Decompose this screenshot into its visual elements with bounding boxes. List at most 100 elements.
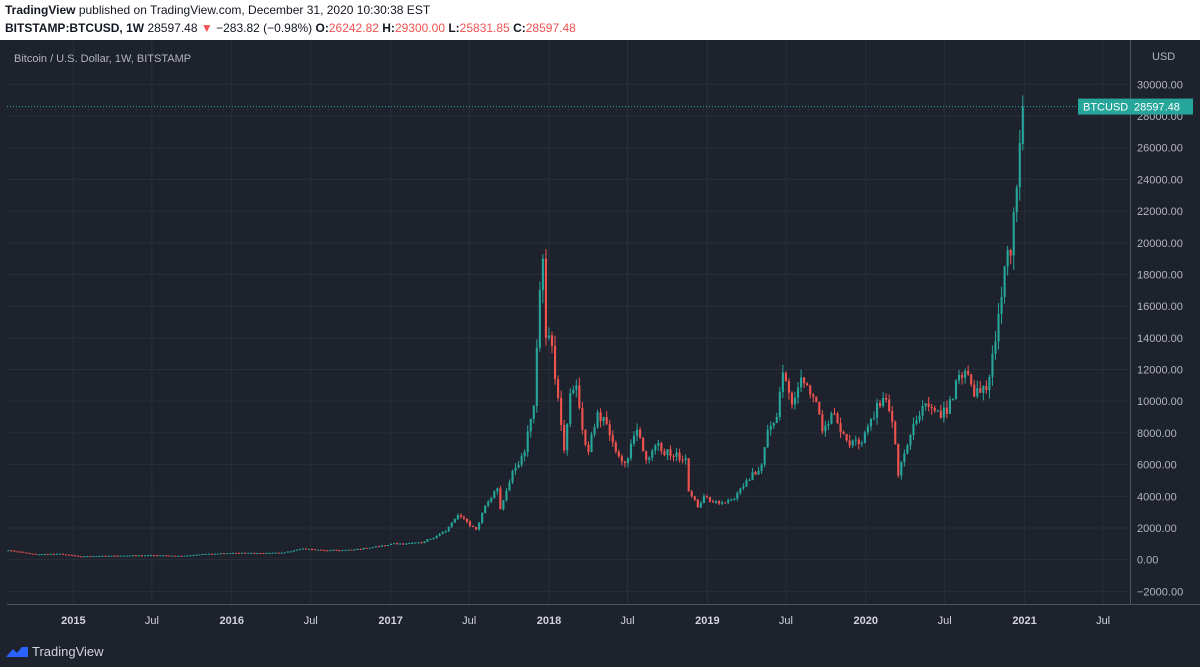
candle-body (435, 536, 438, 539)
publish-info: published on TradingView.com, December 3… (78, 3, 431, 17)
candle-body (444, 531, 447, 533)
price-change: −283.82 (−0.98%) (216, 21, 313, 35)
candle-body (863, 432, 866, 443)
candle-body (146, 555, 150, 557)
candle-body (645, 451, 648, 460)
candle-body (487, 501, 490, 506)
candle-body (174, 555, 177, 557)
candle-body (927, 403, 930, 408)
candle-body (967, 371, 970, 375)
candle-body (669, 449, 672, 457)
candle-body (833, 413, 836, 415)
candle-body (344, 549, 347, 551)
candle-body (575, 385, 578, 390)
candle-body (447, 526, 450, 532)
candle-body (353, 549, 356, 551)
candle-body (307, 548, 311, 550)
price-chart[interactable]: 30000.0028000.0026000.0024000.0022000.00… (0, 40, 1200, 638)
candle-body (37, 554, 40, 556)
candle-body (778, 391, 781, 418)
publisher-brand[interactable]: TradingView (5, 3, 76, 17)
candle-body (490, 498, 493, 502)
candle-body (848, 440, 851, 446)
candle-body (83, 556, 86, 558)
candle-body (286, 551, 289, 553)
price-axis[interactable]: 30000.0028000.0026000.0024000.0022000.00… (1137, 79, 1183, 598)
candle-body (450, 522, 453, 527)
candle-body (195, 554, 198, 556)
candle-body (921, 405, 924, 416)
candle-body (748, 479, 751, 481)
y-tick-label: 16000.00 (1137, 301, 1183, 313)
chart-frame (0, 40, 1200, 638)
footer-logo[interactable]: TradingView (6, 644, 104, 659)
candle-body (602, 417, 605, 422)
candle-body (991, 353, 994, 377)
candle-body (462, 517, 465, 519)
candle-body (727, 500, 730, 503)
candle-body (280, 552, 283, 554)
candle-body (159, 555, 162, 557)
candle-body (61, 553, 65, 555)
price-label-badge: BTCUSD 28597.48 (1078, 98, 1193, 115)
candle-body (976, 388, 979, 397)
candle-body (839, 423, 842, 433)
candle-body (803, 377, 806, 384)
candle-body (699, 503, 702, 508)
candle-body (514, 467, 517, 471)
candle-body (113, 555, 116, 557)
candle-body (192, 554, 195, 556)
candle-body (335, 549, 338, 551)
price-label-name: BTCUSD (1083, 102, 1128, 114)
candle-body (411, 542, 414, 544)
price-label-value: 28597.48 (1134, 102, 1180, 114)
candle-body (660, 443, 663, 452)
candle-body (116, 555, 119, 557)
candle-body (675, 452, 678, 457)
candle-body (104, 555, 107, 557)
candle-body (122, 555, 125, 557)
candle-body (918, 415, 921, 421)
tradingview-logo-icon (6, 646, 28, 657)
candle-body (751, 472, 754, 480)
candle-body (915, 420, 918, 424)
candles (7, 95, 1024, 558)
candle-body (909, 434, 912, 446)
candle-body (733, 498, 736, 500)
y-tick-label: 10000.00 (1137, 396, 1183, 408)
candle-body (809, 385, 812, 395)
candle-body (702, 496, 705, 504)
candle-body (687, 458, 690, 492)
candle-body (523, 451, 526, 457)
candle-body (1012, 212, 1015, 256)
candle-body (250, 552, 253, 554)
candle-body (304, 548, 308, 550)
candle-body (405, 543, 408, 545)
candle-body (599, 412, 602, 422)
candle-body (842, 432, 845, 435)
candle-body (396, 543, 399, 545)
last-price: 28597.48 (147, 21, 198, 35)
candle-body (547, 335, 551, 338)
candle-body (611, 435, 614, 443)
candle-body (58, 553, 62, 555)
candle-body (80, 556, 83, 558)
time-axis[interactable]: 2015 Jul 2016 Jul 2017 Jul 2018 Jul 2019 Jul 2020 J… (61, 615, 1110, 627)
candle-body (268, 552, 271, 554)
candle-body (92, 556, 95, 558)
y-tick-label: 24000.00 (1137, 174, 1183, 186)
candle-body (742, 486, 745, 489)
candle-body (377, 546, 380, 548)
candle-body (757, 470, 760, 475)
candle-body (204, 553, 207, 555)
candle-body (341, 550, 344, 552)
candle-body (945, 407, 948, 414)
close-label: C: (513, 21, 526, 35)
candle-body (714, 500, 718, 503)
y-tick-label: 14000.00 (1137, 333, 1183, 345)
candle-body (156, 555, 159, 557)
candle-body (314, 549, 317, 551)
candle-body (578, 385, 581, 408)
candle-body (511, 470, 514, 483)
candle-body (417, 542, 420, 544)
